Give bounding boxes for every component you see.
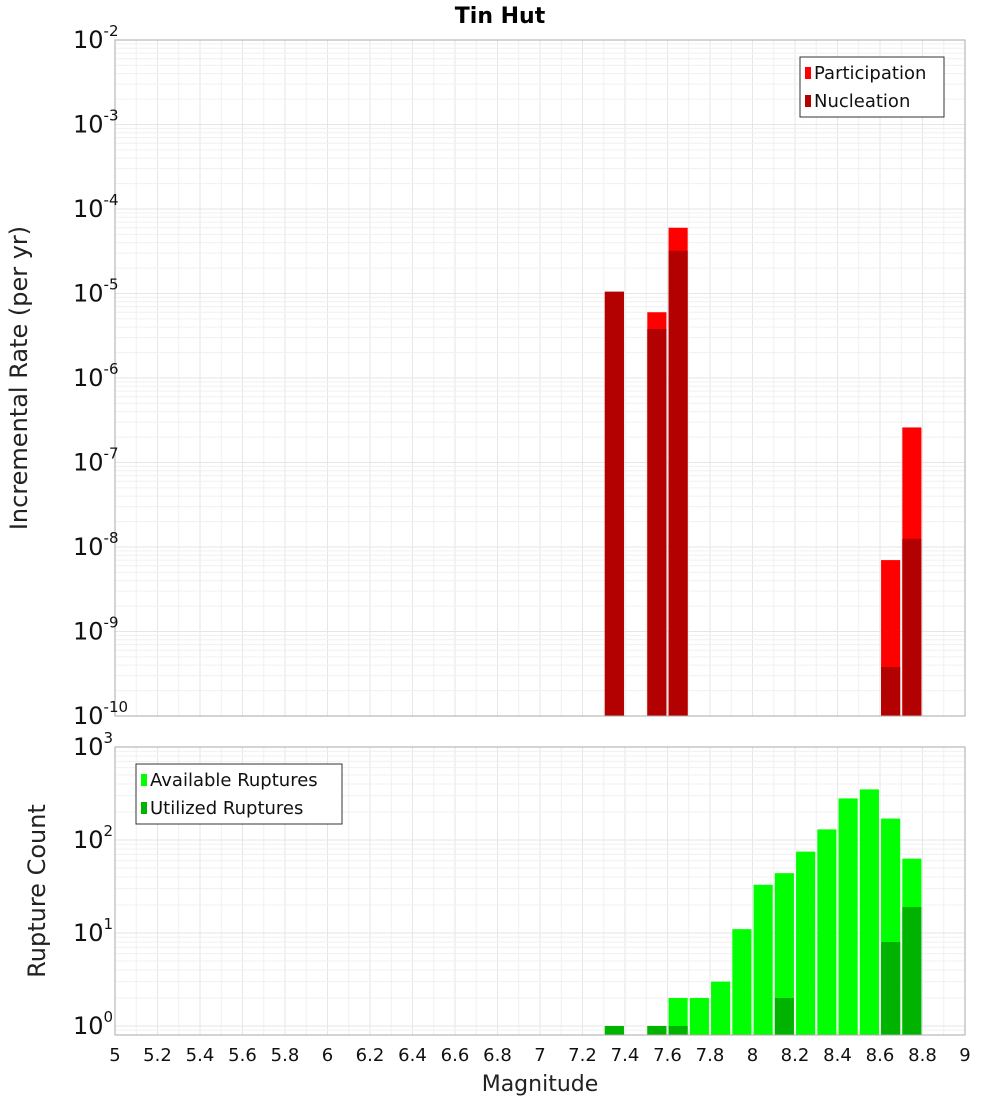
count-bar-primary <box>838 798 858 1035</box>
rate-bar-secondary <box>647 329 667 716</box>
magnitude-x-tick-label: 6 <box>322 1045 333 1066</box>
rate-y-tick-label: 10-4 <box>73 191 119 223</box>
magnitude-x-tick-label: 7 <box>534 1045 545 1066</box>
magnitude-x-tick-label: 9 <box>959 1045 970 1066</box>
rate-legend-box <box>799 56 945 118</box>
count-bar-primary <box>817 829 837 1035</box>
rate-y-tick-label: 10-5 <box>73 276 119 308</box>
magnitude-x-tick-label: 8.2 <box>781 1045 810 1066</box>
rate-legend-label: Participation <box>814 63 926 84</box>
count-bar-primary <box>732 929 752 1035</box>
rate-panel: 10-10 10-9 10-8 10-7 10-6 10-5 10-4 10-3 10-2 In… <box>5 22 966 730</box>
magnitude-x-axis-label: Magnitude <box>482 1072 599 1097</box>
magnitude-x-tick-label: 8.6 <box>866 1045 895 1066</box>
magnitude-x-tick-label: 6.4 <box>398 1045 427 1066</box>
count-y-ticks: 100 101 102 103 <box>73 729 113 1040</box>
rate-y-tick-label: 10-3 <box>73 107 119 139</box>
rate-y-ticks: 10-10 10-9 10-8 10-7 10-6 10-5 10-4 10-3 10-2 <box>73 22 128 730</box>
magnitude-x-tick-label: 5.4 <box>186 1045 215 1066</box>
count-y-tick-label: 100 <box>73 1008 113 1040</box>
rate-y-tick-label: 10-8 <box>73 529 119 561</box>
magnitude-x-tick-label: 7.8 <box>696 1045 725 1066</box>
count-bars <box>604 789 922 1035</box>
magnitude-x-tick-label: 5.6 <box>228 1045 257 1066</box>
rate-y-tick-label: 10-9 <box>73 614 119 646</box>
magnitude-x-tick-label: 8.4 <box>823 1045 852 1066</box>
magnitude-x-tick-label: 7.6 <box>653 1045 682 1066</box>
magnitude-x-tick-label: 8 <box>747 1045 758 1066</box>
rate-y-tick-label: 10-7 <box>73 445 119 477</box>
magnitude-x-tick-label: 6.2 <box>356 1045 385 1066</box>
count-bar-primary <box>859 789 879 1035</box>
count-bar-primary <box>753 884 773 1035</box>
count-plot-frame <box>114 746 966 1036</box>
rate-bar-secondary <box>668 250 688 716</box>
count-legend-swatch <box>141 802 147 814</box>
rate-legend-label: Nucleation <box>814 91 910 112</box>
rate-legend: Participation Nucleation <box>799 56 945 118</box>
count-legend-label: Available Ruptures <box>150 770 318 791</box>
count-legend-label: Utilized Ruptures <box>150 798 303 819</box>
magnitude-x-tick-label: 6.8 <box>483 1045 512 1066</box>
count-bar-primary <box>689 997 709 1035</box>
magnitude-x-tick-label: 7.4 <box>611 1045 640 1066</box>
magnitude-x-tick-label: 6.6 <box>441 1045 470 1066</box>
rate-bar-secondary <box>881 667 901 716</box>
rate-bar-secondary <box>604 291 624 716</box>
magnitude-x-tick-label: 5.2 <box>143 1045 172 1066</box>
count-y-tick-label: 103 <box>73 729 113 761</box>
magnitude-x-tick-label: 7.2 <box>568 1045 597 1066</box>
count-bar-primary <box>796 851 816 1035</box>
count-bar-primary <box>711 981 731 1035</box>
magnitude-x-tick-label: 5 <box>109 1045 120 1066</box>
count-bar-secondary <box>881 942 901 1035</box>
rate-plot-frame <box>114 39 966 717</box>
count-bar-primary <box>668 997 688 1035</box>
rate-legend-swatch <box>805 67 811 79</box>
count-bar-primary <box>774 873 794 1035</box>
count-y-axis-label: Rupture Count <box>23 804 51 978</box>
magnitude-x-ticks: 5 5.2 5.4 5.6 5.8 6 6.2 6.4 6.6 6.8 7 7.2 7.4 7.6 7.8 8… <box>109 1045 970 1066</box>
count-bar-secondary <box>668 1025 688 1035</box>
rate-legend-swatch <box>805 95 811 107</box>
count-bar-secondary <box>647 1025 667 1035</box>
magnitude-x-tick-label: 8.8 <box>908 1045 937 1066</box>
count-bar-secondary <box>604 1025 624 1035</box>
count-legend-box <box>135 763 343 825</box>
count-y-tick-label: 102 <box>73 822 113 854</box>
rate-y-axis-label: Incremental Rate (per yr) <box>5 226 33 530</box>
rate-y-tick-label: 10-2 <box>73 22 119 54</box>
count-bar-secondary <box>902 907 922 1035</box>
count-panel: 100 101 102 103 5 5.2 5.4 5.6 5.8 6 6.2 6.4 6.6 6.8 7… <box>23 729 971 1097</box>
count-y-tick-label: 101 <box>73 915 113 947</box>
chart-title: Tin Hut <box>455 4 546 29</box>
count-bar-secondary <box>774 997 794 1035</box>
rate-y-tick-label: 10-6 <box>73 360 119 392</box>
count-legend-swatch <box>141 774 147 786</box>
rate-grid <box>114 39 966 717</box>
magnitude-x-tick-label: 5.8 <box>271 1045 300 1066</box>
rate-bar-secondary <box>902 538 922 716</box>
count-legend: Available Ruptures Utilized Ruptures <box>135 763 343 825</box>
rate-bars <box>604 227 922 716</box>
rate-y-tick-label: 10-10 <box>73 698 128 730</box>
